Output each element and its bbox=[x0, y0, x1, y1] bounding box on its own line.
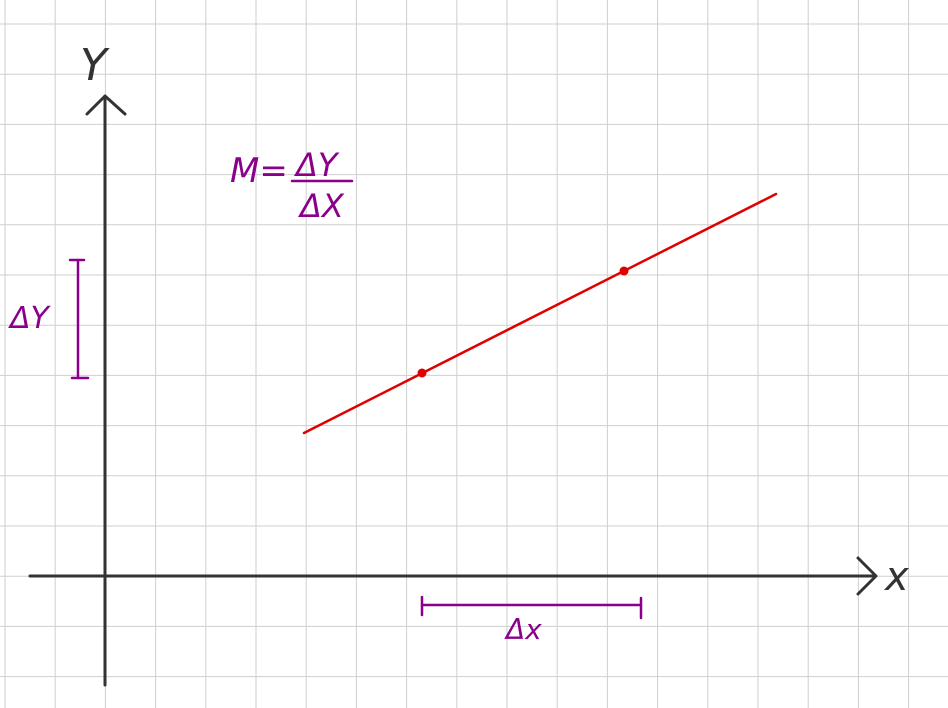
x-axis-arrowhead-icon bbox=[856, 556, 878, 596]
delta-x-bracket bbox=[420, 595, 643, 620]
y-axis bbox=[85, 94, 127, 687]
formula-lhs: M= bbox=[230, 151, 288, 191]
formula-numerator: ΔY bbox=[293, 146, 340, 184]
red-line bbox=[302, 192, 778, 435]
point-1-dot-icon bbox=[417, 368, 427, 378]
x-axis-label: x bbox=[883, 554, 909, 600]
y-axis-label: Y bbox=[80, 40, 110, 91]
x-axis bbox=[28, 556, 878, 596]
y-axis-arrowhead-icon bbox=[85, 94, 127, 116]
delta-x-label: Δx bbox=[504, 613, 542, 646]
delta-y-label: ΔY bbox=[8, 301, 52, 336]
delta-y-bracket bbox=[68, 258, 90, 380]
formula-denominator: ΔX bbox=[297, 187, 345, 225]
point-2-dot-icon bbox=[619, 266, 629, 276]
slope-formula: M= ΔY ΔX bbox=[230, 146, 354, 225]
